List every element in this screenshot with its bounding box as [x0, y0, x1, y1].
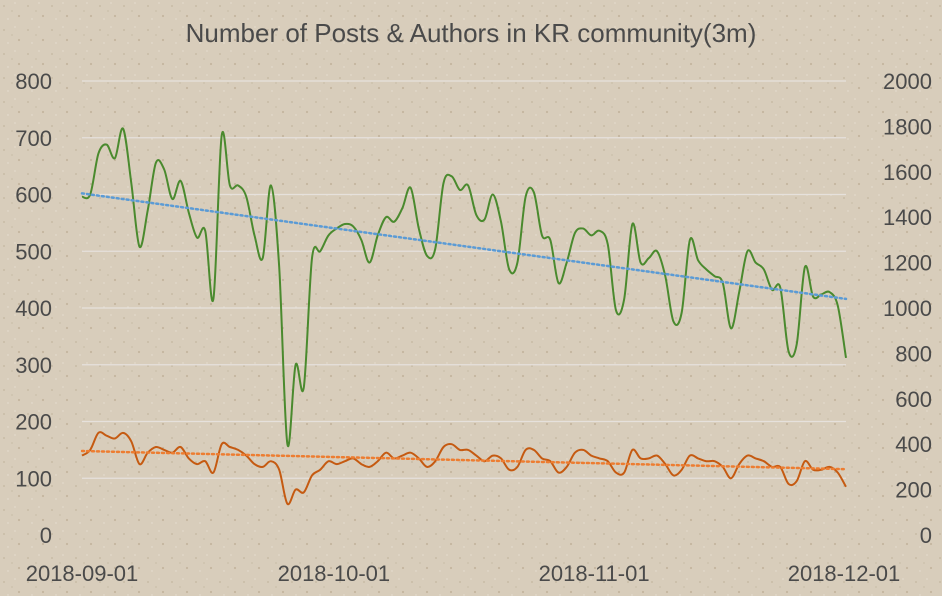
left-y-tick-label: 400 — [15, 296, 52, 321]
right-y-tick-label: 1000 — [883, 296, 932, 321]
x-tick-label: 2018-09-01 — [26, 561, 139, 586]
x-tick-label: 2018-12-01 — [788, 561, 901, 586]
left-y-tick-label: 600 — [15, 183, 52, 208]
left-y-tick-label: 0 — [40, 523, 52, 548]
left-y-tick-label: 100 — [15, 466, 52, 491]
right-y-tick-label: 1200 — [883, 251, 932, 276]
right-y-tick-label: 600 — [895, 387, 932, 412]
left-y-tick-label: 300 — [15, 353, 52, 378]
right-y-tick-label: 1400 — [883, 205, 932, 230]
x-tick-label: 2018-10-01 — [278, 561, 391, 586]
chart-title: Number of Posts & Authors in KR communit… — [186, 18, 757, 48]
left-y-tick-label: 200 — [15, 410, 52, 435]
gridlines — [82, 80, 846, 479]
series-line-1 — [81, 431, 847, 506]
x-tick-label: 2018-11-01 — [539, 561, 650, 586]
left-axis-ticks: 0 100 200 300 400 500 600 700 800 — [15, 69, 52, 548]
left-y-tick-label: 800 — [15, 69, 52, 94]
x-axis-ticks: 2018-09-01 2018-10-01 2018-11-01 2018-12-01 — [26, 561, 901, 586]
right-y-tick-label: 2000 — [883, 69, 932, 94]
right-y-tick-label: 1600 — [883, 160, 932, 185]
right-axis-ticks: 0 200 400 600 800 1000 1200 1400 1600 1800 2000 — [883, 69, 932, 548]
right-y-tick-label: 0 — [920, 523, 932, 548]
trendline-1 — [80, 449, 848, 471]
right-y-tick-label: 400 — [895, 432, 932, 457]
right-y-tick-label: 200 — [895, 478, 932, 503]
right-y-tick-label: 1800 — [883, 114, 932, 139]
trendline-0 — [80, 192, 848, 301]
left-y-tick-label: 500 — [15, 239, 52, 264]
left-y-tick-label: 700 — [15, 126, 52, 151]
series-layer — [80, 127, 848, 506]
series-line-0 — [81, 127, 847, 448]
right-y-tick-label: 800 — [895, 341, 932, 366]
